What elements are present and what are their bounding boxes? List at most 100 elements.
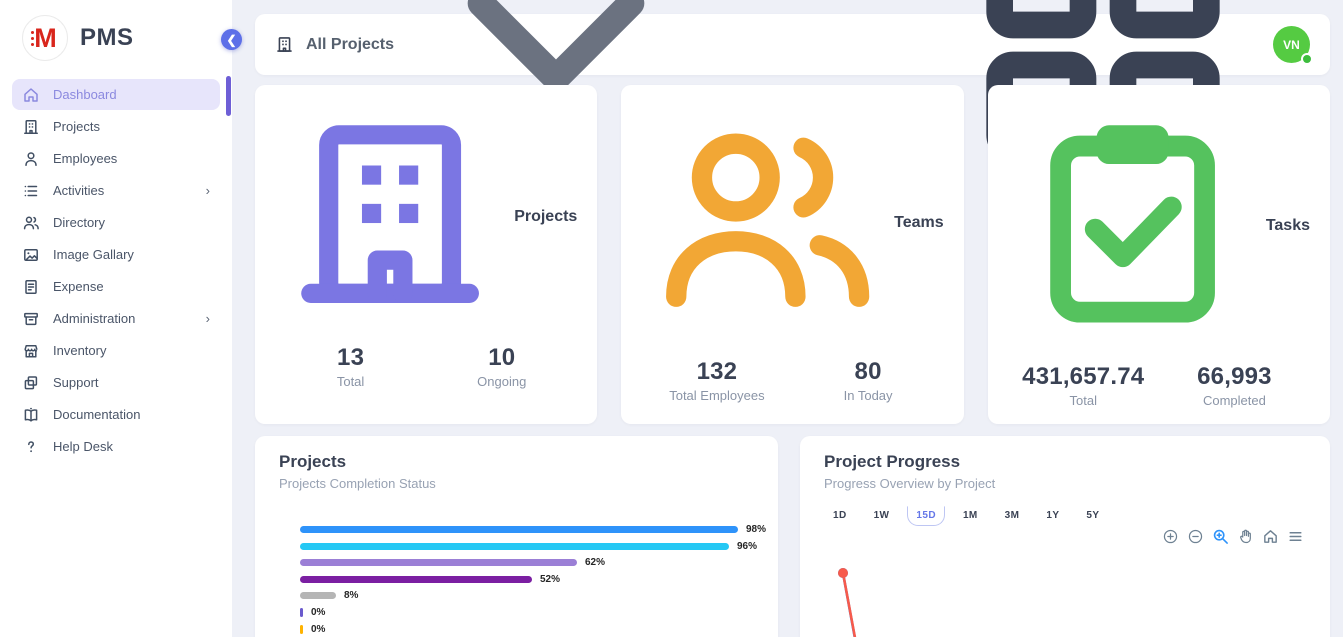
- completion-bar[interactable]: [300, 624, 303, 634]
- sidebar-scrollbar-thumb[interactable]: [226, 76, 231, 116]
- person-icon: [22, 150, 40, 168]
- metric-label: Ongoing: [477, 374, 527, 390]
- image-icon: [22, 246, 40, 264]
- sidebar-item-label: Employees: [53, 151, 118, 166]
- bar-row: 52%: [300, 571, 754, 588]
- sidebar-item-label: Dashboard: [53, 87, 117, 102]
- sidebar-item-label: Administration: [53, 311, 136, 326]
- bar-value-label: 8%: [344, 590, 359, 602]
- sidebar-item-label: Documentation: [53, 407, 141, 422]
- pan-icon[interactable]: [1237, 528, 1254, 545]
- bar-row: 98%: [300, 521, 766, 538]
- people-icon: [641, 99, 885, 348]
- home-icon: [22, 86, 40, 104]
- clipboard-check-icon: [1008, 99, 1257, 353]
- chevron-right-icon: ›: [205, 311, 210, 326]
- bar-value-label: 98%: [746, 523, 767, 535]
- zoom-in-icon[interactable]: [1162, 528, 1179, 545]
- sidebar-item-administration[interactable]: Administration ›: [12, 303, 220, 334]
- sidebar-item-inventory[interactable]: Inventory: [12, 335, 220, 366]
- stat-cards-row: Projects 13 Total 10 Ongoing Teams 1: [255, 85, 1330, 425]
- sidebar-item-projects[interactable]: Projects: [12, 111, 220, 142]
- chart-toolbar: [1162, 528, 1304, 545]
- range-button-5y[interactable]: 5Y: [1086, 510, 1100, 522]
- copy-icon: [22, 374, 40, 392]
- completion-bar[interactable]: [300, 559, 577, 567]
- menu-icon[interactable]: [1287, 528, 1304, 545]
- sidebar-item-employees[interactable]: Employees: [12, 143, 220, 174]
- completion-bar[interactable]: [300, 607, 303, 617]
- sidebar-item-documentation[interactable]: Documentation: [12, 399, 220, 430]
- online-status-dot: [1301, 53, 1313, 65]
- panel-subtitle: Projects Completion Status: [279, 476, 436, 492]
- metric-label: Total: [336, 374, 365, 390]
- sidebar-item-support[interactable]: Support: [12, 367, 220, 398]
- question-icon: [22, 438, 40, 456]
- sidebar-item-image-gallary[interactable]: Image Gallary: [12, 239, 220, 270]
- bar-value-label: 96%: [737, 540, 758, 552]
- stat-card-tasks: Tasks 431,657.74 Total 66,993 Completed: [987, 85, 1330, 425]
- completion-bar[interactable]: [300, 575, 532, 583]
- metric-value: 13: [337, 344, 365, 372]
- metric: 66,993 Completed: [1159, 363, 1310, 408]
- app-name: PMS: [80, 24, 134, 51]
- range-button-3m[interactable]: 3M: [1004, 510, 1020, 522]
- sidebar: M PMS Dashboard Projects Employees Activ…: [0, 0, 232, 637]
- sidebar-item-help-desk[interactable]: Help Desk: [12, 431, 220, 462]
- range-button-1d[interactable]: 1D: [833, 510, 847, 522]
- sidebar-item-label: Support: [53, 375, 99, 390]
- completion-bar[interactable]: [300, 525, 738, 533]
- metric-label: Total: [1069, 393, 1097, 409]
- sidebar-item-dashboard[interactable]: Dashboard: [12, 79, 220, 110]
- sidebar-item-label: Expense: [53, 279, 104, 294]
- metric: 431,657.74 Total: [1008, 363, 1159, 408]
- metric-value: 66,993: [1197, 363, 1272, 391]
- range-button-15d[interactable]: 15D: [907, 506, 945, 527]
- user-avatar[interactable]: VN: [1273, 26, 1313, 65]
- home-icon[interactable]: [1262, 528, 1279, 545]
- project-filter-dropdown[interactable]: All Projects: [275, 0, 706, 195]
- bar-row: 0%: [300, 604, 754, 621]
- sidebar-item-label: Help Desk: [53, 439, 113, 454]
- sidebar-item-label: Directory: [53, 215, 106, 230]
- chevron-down-icon: [406, 0, 706, 195]
- metric: 132 Total Employees: [641, 358, 792, 403]
- range-button-1w[interactable]: 1W: [873, 510, 890, 522]
- metric-value: 80: [854, 357, 882, 385]
- bar-value-label: 52%: [540, 573, 561, 585]
- sidebar-collapse-button[interactable]: ❮: [221, 29, 242, 50]
- completion-bar-chart: 98% 96% 62% 52% 8% 0% 0% 0% 0% 0% 0% 0% …: [300, 521, 766, 637]
- completion-bar[interactable]: [300, 542, 729, 550]
- storefront-icon: [22, 342, 40, 360]
- selection-zoom-icon[interactable]: [1212, 528, 1229, 545]
- project-filter-label: All Projects: [306, 35, 395, 53]
- bar-value-label: 0%: [311, 623, 326, 635]
- range-button-1y[interactable]: 1Y: [1046, 510, 1060, 522]
- sidebar-item-label: Activities: [53, 183, 105, 198]
- metric-value: 132: [696, 357, 738, 385]
- chevron-right-icon: ›: [205, 183, 210, 198]
- stat-card-title: Projects: [514, 207, 578, 225]
- projects-completion-panel: Projects Projects Completion Status 98% …: [255, 436, 778, 637]
- list-icon: [22, 182, 40, 200]
- bar-row: 8%: [300, 588, 754, 605]
- charts-row: Projects Projects Completion Status 98% …: [255, 436, 1330, 637]
- project-progress-panel: Project Progress Progress Overview by Pr…: [800, 436, 1330, 637]
- building-icon: [275, 35, 294, 54]
- main-content: All Projects VN Projects 13 Total: [232, 0, 1343, 637]
- bar-value-label: 0%: [311, 606, 326, 618]
- sidebar-item-expense[interactable]: Expense: [12, 271, 220, 302]
- metric-label: In Today: [843, 387, 893, 403]
- sidebar-item-activities[interactable]: Activities ›: [12, 175, 220, 206]
- range-button-1m[interactable]: 1M: [962, 510, 978, 522]
- bar-row: 62%: [300, 554, 754, 571]
- progress-line-chart[interactable]: Jul 21Jul 22Jul 23Jul 24Jul 25Jul 26Jul …: [810, 548, 1315, 637]
- zoom-out-icon[interactable]: [1187, 528, 1204, 545]
- building-icon: [275, 99, 505, 334]
- panel-subtitle: Progress Overview by Project: [824, 476, 996, 492]
- metric: 13 Total: [275, 344, 426, 389]
- bar-value-label: 62%: [585, 557, 606, 569]
- app-logo[interactable]: M PMS: [0, 0, 232, 73]
- sidebar-item-directory[interactable]: Directory: [12, 207, 220, 238]
- completion-bar[interactable]: [300, 592, 336, 600]
